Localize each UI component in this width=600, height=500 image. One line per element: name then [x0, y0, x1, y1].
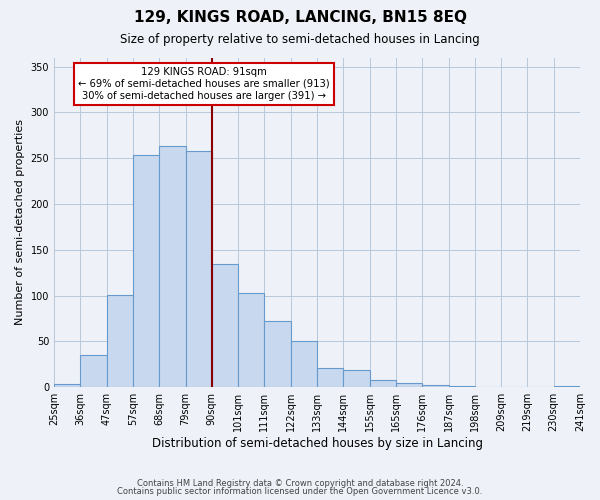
- Bar: [370, 380, 396, 387]
- Bar: [422, 386, 449, 387]
- Bar: [133, 156, 159, 387]
- Text: Size of property relative to semi-detached houses in Lancing: Size of property relative to semi-detach…: [120, 32, 480, 46]
- Text: Contains HM Land Registry data © Crown copyright and database right 2024.: Contains HM Land Registry data © Crown c…: [137, 478, 463, 488]
- Bar: [212, 264, 238, 387]
- Bar: [554, 386, 580, 387]
- Bar: [185, 151, 212, 387]
- Y-axis label: Number of semi-detached properties: Number of semi-detached properties: [15, 120, 25, 326]
- Bar: [449, 386, 475, 387]
- Text: Contains public sector information licensed under the Open Government Licence v3: Contains public sector information licen…: [118, 487, 482, 496]
- Text: 129, KINGS ROAD, LANCING, BN15 8EQ: 129, KINGS ROAD, LANCING, BN15 8EQ: [133, 10, 467, 25]
- Bar: [54, 384, 80, 387]
- Bar: [291, 342, 317, 387]
- Text: 129 KINGS ROAD: 91sqm
← 69% of semi-detached houses are smaller (913)
30% of sem: 129 KINGS ROAD: 91sqm ← 69% of semi-deta…: [78, 68, 330, 100]
- Bar: [396, 382, 422, 387]
- Bar: [265, 322, 291, 387]
- Bar: [343, 370, 370, 387]
- Bar: [238, 293, 265, 387]
- Bar: [317, 368, 343, 387]
- Bar: [80, 355, 107, 387]
- Bar: [159, 146, 185, 387]
- Bar: [107, 294, 133, 387]
- X-axis label: Distribution of semi-detached houses by size in Lancing: Distribution of semi-detached houses by …: [152, 437, 482, 450]
